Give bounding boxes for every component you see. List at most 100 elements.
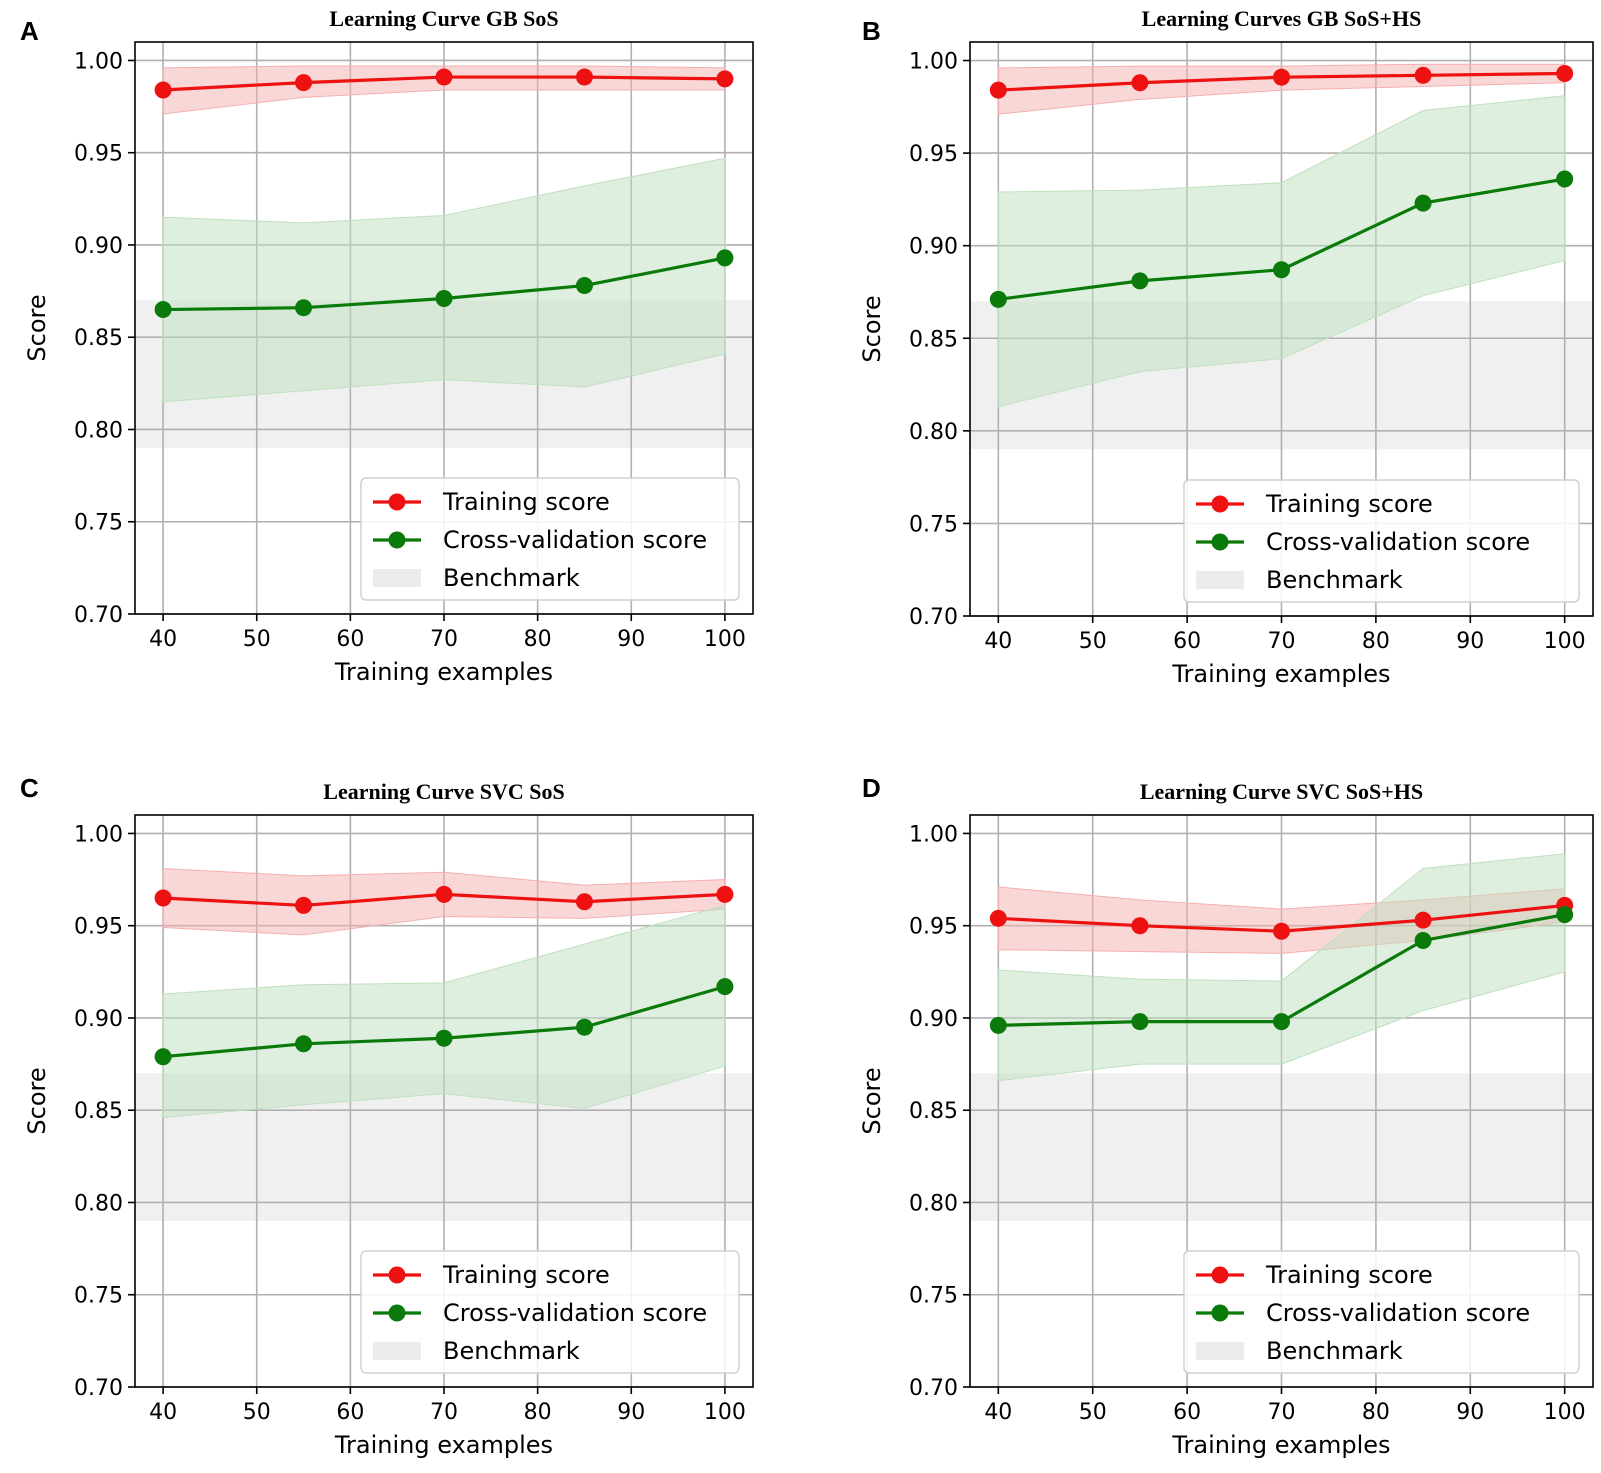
chart-title: Learning Curve SVC SoS <box>323 779 564 804</box>
cv-score-point <box>154 1048 172 1066</box>
legend-training-label: Training score <box>1265 1261 1433 1289</box>
training-score-point <box>435 885 453 903</box>
training-score-point <box>989 909 1007 927</box>
chart-panel-d: D Learning Curve SVC SoS+HS 40 50 60 70 80 90 10… <box>858 773 1594 1459</box>
cv-score-point <box>295 299 313 317</box>
y-axis-label: Score <box>858 1067 886 1134</box>
y-tick-label: 0.90 <box>74 1007 123 1032</box>
legend-cv-label: Cross-validation score <box>1266 528 1530 556</box>
y-tick-label: 0.80 <box>74 418 123 443</box>
y-tick-label: 0.70 <box>909 1376 958 1401</box>
training-score-point <box>716 70 734 88</box>
x-tick-label: 40 <box>149 627 177 652</box>
training-score-point <box>295 74 313 92</box>
training-score-point <box>154 81 172 99</box>
y-tick-label: 0.95 <box>74 915 123 940</box>
cv-score-point <box>1273 1013 1290 1031</box>
legend-cv-marker <box>1211 533 1229 551</box>
legend-training-marker <box>1211 495 1229 513</box>
x-tick-label: 60 <box>1173 1400 1201 1425</box>
x-tick-label: 70 <box>1268 1400 1296 1425</box>
training-score-point <box>989 81 1007 99</box>
x-tick-label: 70 <box>1268 629 1296 654</box>
x-tick-label: 100 <box>1544 1400 1586 1425</box>
cv-score-point <box>154 301 172 319</box>
cv-score-point <box>989 1016 1007 1034</box>
training-score-point <box>1414 66 1432 84</box>
legend-cv-label: Cross-validation score <box>1266 1299 1530 1327</box>
training-score-point <box>1414 911 1432 929</box>
chart-panel-b: B Learning Curves GB SoS+HS 40 50 60 70 80 90 10… <box>858 6 1594 688</box>
y-tick-label: 0.85 <box>909 1099 958 1124</box>
x-tick-label: 100 <box>1544 629 1586 654</box>
y-tick-label: 0.75 <box>74 511 123 536</box>
x-tick-label: 50 <box>1079 1400 1107 1425</box>
y-tick-label: 0.95 <box>74 142 123 167</box>
legend: Training score Cross-validation score Benc… <box>1183 479 1580 603</box>
legend-box <box>1183 1250 1580 1374</box>
training-score-point <box>1273 68 1290 86</box>
cv-score-point <box>1131 272 1149 290</box>
x-tick-label: 100 <box>704 1400 746 1425</box>
training-score-point <box>716 885 734 903</box>
x-axis-label: Training examples <box>1171 660 1390 688</box>
x-tick-label: 100 <box>704 627 746 652</box>
chart-title: Learning Curve SVC SoS+HS <box>1140 779 1423 804</box>
training-score-point <box>1273 922 1290 940</box>
x-tick-label: 40 <box>984 629 1012 654</box>
legend-benchmark-swatch <box>373 1342 421 1360</box>
x-axis-label: Training examples <box>1171 1431 1390 1459</box>
x-tick-label: 50 <box>1079 629 1107 654</box>
x-tick-label: 90 <box>1456 629 1484 654</box>
x-tick-label: 50 <box>243 627 271 652</box>
y-tick-label: 0.95 <box>909 142 958 167</box>
y-tick-label: 0.85 <box>909 327 958 352</box>
y-tick-label: 0.70 <box>74 603 123 628</box>
training-score-point <box>295 896 313 914</box>
y-tick-label: 0.70 <box>909 605 958 630</box>
cv-score-band <box>997 95 1566 408</box>
x-tick-label: 90 <box>1456 1400 1484 1425</box>
legend-training-label: Training score <box>1265 490 1433 518</box>
legend: Training score Cross-validation score Benc… <box>1183 1250 1580 1374</box>
panel-letter: C <box>20 773 39 803</box>
legend-box <box>1183 479 1580 603</box>
y-axis-label: Score <box>23 294 51 361</box>
legend-training-marker <box>388 493 406 511</box>
cv-score-point <box>1556 906 1574 924</box>
legend-benchmark-swatch <box>1196 571 1244 589</box>
training-score-point <box>435 68 453 86</box>
legend-box <box>360 477 740 601</box>
cv-score-point <box>1273 261 1290 279</box>
legend-benchmark-swatch <box>373 569 421 587</box>
cv-score-point <box>989 290 1007 308</box>
y-tick-label: 0.80 <box>909 1191 958 1216</box>
y-tick-label: 1.00 <box>909 50 958 75</box>
legend-benchmark-label: Benchmark <box>443 564 580 592</box>
cv-score-point <box>1556 170 1574 188</box>
chart-title: Learning Curves GB SoS+HS <box>1142 6 1422 31</box>
cv-score-point <box>1131 1013 1149 1031</box>
cv-score-point <box>1414 931 1432 949</box>
cv-score-point <box>295 1035 313 1053</box>
cv-score-point <box>435 1029 453 1047</box>
chart-title: Learning Curve GB SoS <box>329 6 558 31</box>
y-tick-label: 0.90 <box>909 235 958 260</box>
cv-score-point <box>716 249 734 267</box>
x-tick-label: 70 <box>430 627 458 652</box>
legend-training-label: Training score <box>442 1261 610 1289</box>
legend-training-label: Training score <box>442 488 610 516</box>
y-tick-label: 1.00 <box>909 822 958 847</box>
x-tick-label: 90 <box>617 627 645 652</box>
legend-cv-marker <box>1211 1304 1229 1322</box>
legend-cv-marker <box>388 531 406 549</box>
legend-benchmark-label: Benchmark <box>1266 566 1403 594</box>
x-tick-label: 90 <box>617 1400 645 1425</box>
y-tick-label: 0.85 <box>74 326 123 351</box>
panel-letter: A <box>20 16 39 46</box>
x-tick-label: 40 <box>149 1400 177 1425</box>
training-score-point <box>575 68 593 86</box>
y-tick-label: 0.70 <box>74 1376 123 1401</box>
y-tick-label: 0.75 <box>74 1284 123 1309</box>
